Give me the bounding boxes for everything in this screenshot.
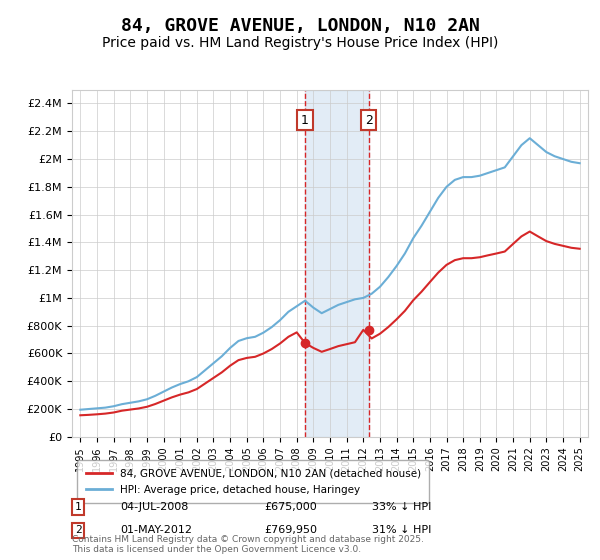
Text: £675,000: £675,000 <box>264 502 317 512</box>
Text: 01-MAY-2012: 01-MAY-2012 <box>120 525 192 535</box>
Text: Contains HM Land Registry data © Crown copyright and database right 2025.
This d: Contains HM Land Registry data © Crown c… <box>72 535 424 554</box>
Text: 31% ↓ HPI: 31% ↓ HPI <box>372 525 431 535</box>
Text: £769,950: £769,950 <box>264 525 317 535</box>
Text: Price paid vs. HM Land Registry's House Price Index (HPI): Price paid vs. HM Land Registry's House … <box>102 36 498 50</box>
Legend: 84, GROVE AVENUE, LONDON, N10 2AN (detached house), HPI: Average price, detached: 84, GROVE AVENUE, LONDON, N10 2AN (detac… <box>77 460 430 503</box>
Bar <box>305 90 369 437</box>
Text: 84, GROVE AVENUE, LONDON, N10 2AN: 84, GROVE AVENUE, LONDON, N10 2AN <box>121 17 479 35</box>
Text: 04-JUL-2008: 04-JUL-2008 <box>120 502 188 512</box>
Text: 2: 2 <box>74 525 82 535</box>
Text: 2: 2 <box>365 114 373 127</box>
Text: 1: 1 <box>74 502 82 512</box>
Text: 1: 1 <box>301 114 309 127</box>
Text: 33% ↓ HPI: 33% ↓ HPI <box>372 502 431 512</box>
